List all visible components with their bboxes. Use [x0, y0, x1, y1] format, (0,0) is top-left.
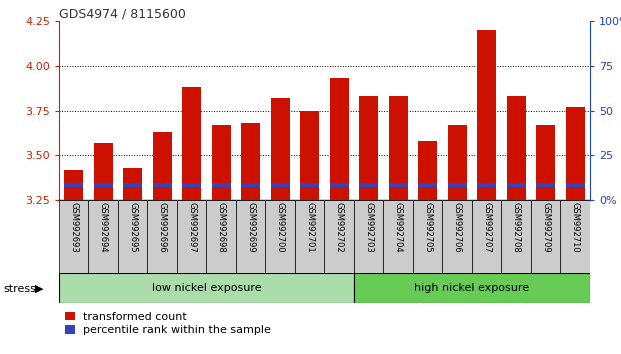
Bar [118, 200, 147, 273]
Bar [182, 183, 201, 187]
Bar [442, 200, 472, 273]
Bar [265, 200, 295, 273]
Bar [94, 183, 113, 187]
Bar [389, 96, 408, 200]
Bar [147, 200, 177, 273]
Bar [472, 200, 501, 273]
Bar [212, 125, 231, 200]
Bar [123, 168, 142, 200]
Bar [206, 200, 236, 273]
Text: GSM992704: GSM992704 [394, 202, 402, 253]
Text: GSM992696: GSM992696 [158, 202, 166, 253]
Text: GSM992710: GSM992710 [571, 202, 579, 253]
Text: GSM992709: GSM992709 [542, 202, 550, 253]
Bar [560, 200, 590, 273]
Text: GSM992699: GSM992699 [247, 202, 255, 253]
Bar [354, 200, 383, 273]
Bar [566, 107, 585, 200]
Bar [236, 200, 265, 273]
Text: GSM992708: GSM992708 [512, 202, 520, 253]
Bar [354, 273, 590, 303]
Bar [359, 183, 378, 187]
Bar [330, 79, 349, 200]
Bar [300, 110, 319, 200]
Bar [241, 183, 260, 187]
Text: GSM992694: GSM992694 [99, 202, 107, 253]
Bar [448, 183, 467, 187]
Bar [330, 183, 349, 187]
Bar [566, 183, 585, 187]
Bar [182, 87, 201, 200]
Bar [153, 183, 172, 187]
Text: GSM992695: GSM992695 [129, 202, 137, 253]
Text: GSM992702: GSM992702 [335, 202, 343, 253]
Bar [94, 143, 113, 200]
Bar [531, 200, 560, 273]
Text: ▶: ▶ [35, 284, 43, 293]
Text: high nickel exposure: high nickel exposure [414, 282, 530, 293]
Text: GDS4974 / 8115600: GDS4974 / 8115600 [59, 7, 186, 20]
Text: GSM992701: GSM992701 [306, 202, 314, 253]
Text: GSM992693: GSM992693 [70, 202, 78, 253]
Bar [64, 183, 83, 187]
Legend: transformed count, percentile rank within the sample: transformed count, percentile rank withi… [65, 312, 271, 335]
Text: GSM992706: GSM992706 [453, 202, 461, 253]
Bar [271, 98, 290, 200]
Text: GSM992705: GSM992705 [424, 202, 432, 253]
Bar [418, 183, 437, 187]
Bar [477, 183, 496, 187]
Bar [271, 183, 290, 187]
Bar [64, 170, 83, 200]
Bar [212, 183, 231, 187]
Bar [536, 183, 555, 187]
Bar [123, 183, 142, 187]
Text: GSM992697: GSM992697 [188, 202, 196, 253]
Bar [295, 200, 324, 273]
Bar [418, 141, 437, 200]
Bar [324, 200, 354, 273]
Text: GSM992707: GSM992707 [483, 202, 491, 253]
Text: stress: stress [3, 284, 36, 293]
Bar [507, 183, 526, 187]
Text: GSM992700: GSM992700 [276, 202, 284, 253]
Bar [153, 132, 172, 200]
Bar [177, 200, 206, 273]
Bar [359, 96, 378, 200]
Bar [389, 183, 408, 187]
Text: GSM992698: GSM992698 [217, 202, 225, 253]
Bar [59, 200, 88, 273]
Bar [241, 123, 260, 200]
Bar [536, 125, 555, 200]
Text: GSM992703: GSM992703 [365, 202, 373, 253]
Bar [501, 200, 531, 273]
Bar [383, 200, 413, 273]
Text: low nickel exposure: low nickel exposure [152, 282, 261, 293]
Bar [477, 30, 496, 200]
Bar [507, 96, 526, 200]
Bar [59, 273, 354, 303]
Bar [448, 125, 467, 200]
Bar [300, 183, 319, 187]
Bar [413, 200, 442, 273]
Bar [88, 200, 118, 273]
